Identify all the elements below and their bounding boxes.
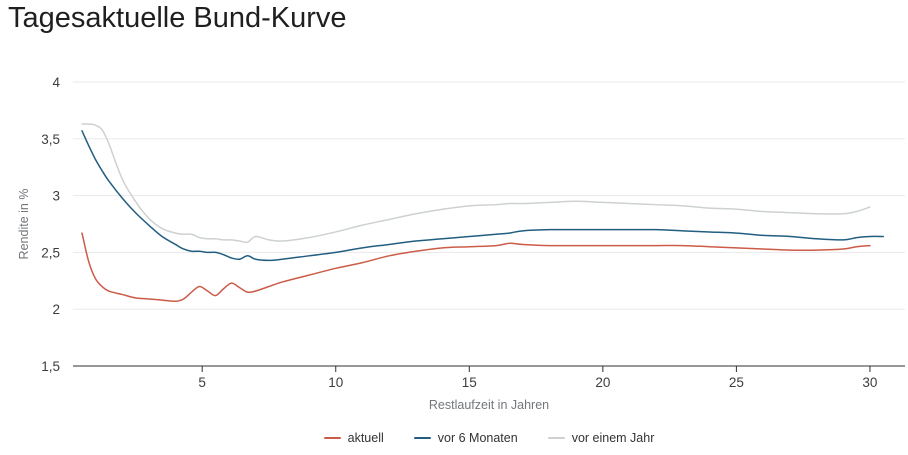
gridlines [73,81,905,310]
svg-text:4: 4 [52,75,60,90]
legend-item-vor-einem-jahr[interactable]: vor einem Jahr [547,431,655,445]
y-axis-labels: 4 3,5 3 2,5 2 1,5 [41,75,60,374]
chart-legend: aktuell vor 6 Monaten vor einem Jahr [73,431,905,445]
svg-text:2: 2 [52,302,60,317]
series-line-vor-6-monaten [81,130,885,262]
svg-text:3,5: 3,5 [41,132,60,147]
legend-item-vor-6-monaten[interactable]: vor 6 Monaten [413,431,518,445]
legend-label: vor einem Jahr [571,431,655,445]
page-title: Tagesaktuelle Bund-Kurve [8,2,347,34]
svg-text:15: 15 [462,375,477,390]
svg-text:25: 25 [729,375,744,390]
legend-swatch [547,437,565,439]
svg-text:10: 10 [328,375,343,390]
svg-text:30: 30 [862,375,877,390]
y-axis-title: Rendite in % [17,189,31,260]
svg-text:1,5: 1,5 [41,359,60,374]
series-line-vor-einem-jahr [81,123,871,244]
legend-swatch [413,437,431,439]
svg-text:3: 3 [52,189,60,204]
svg-text:2,5: 2,5 [41,245,60,260]
x-axis-title: Restlaufzeit in Jahren [429,398,549,412]
svg-text:20: 20 [595,375,610,390]
x-axis: 5 10 15 20 25 30 [73,365,905,390]
legend-swatch [323,437,341,439]
legend-item-aktuell[interactable]: aktuell [323,431,384,445]
svg-text:5: 5 [198,375,206,390]
legend-label: aktuell [347,431,384,445]
legend-label: vor 6 Monaten [437,431,518,445]
series-line-aktuell [81,232,871,303]
